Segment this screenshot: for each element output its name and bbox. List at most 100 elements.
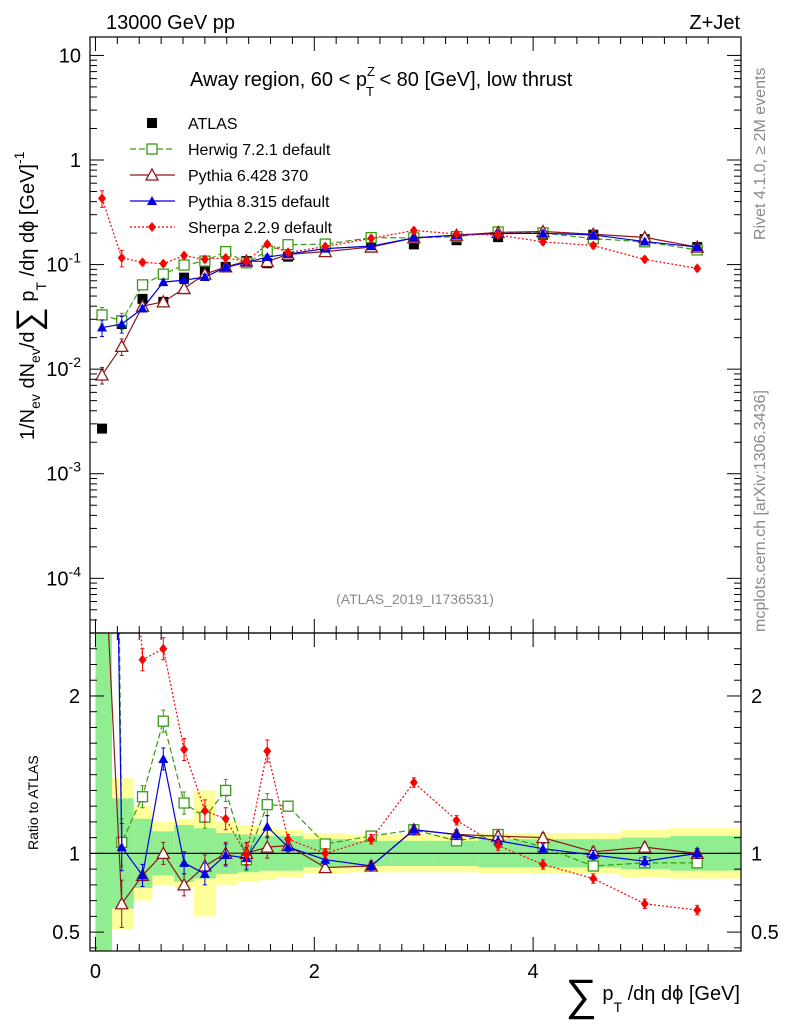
data-point: [693, 263, 702, 274]
ratio-point: [409, 777, 418, 788]
ratio-point: [263, 746, 272, 757]
legend-marker: [147, 118, 157, 128]
ratio-point: [114, 896, 129, 910]
data-point: [180, 250, 189, 261]
data-point: [408, 239, 419, 250]
data-point: [178, 259, 190, 271]
ratio-point: [637, 839, 652, 853]
data-point: [199, 272, 210, 282]
analysis-id: (ATLAS_2019_I1736531): [336, 591, 494, 607]
ratio-point: [221, 813, 230, 824]
data-point: [97, 322, 108, 332]
ratio-point: [691, 857, 703, 869]
ratio-point: [262, 821, 273, 831]
ratio-y-tick-label: 0.5: [52, 922, 80, 944]
ratio-point: [321, 848, 330, 859]
y-tick-label: 10-4: [46, 563, 81, 590]
ratio-point: [693, 905, 702, 916]
data-point: [176, 281, 192, 295]
ratio-point: [157, 715, 169, 727]
y-axis-label: 1/Nev dNev/d∑ pT /dη dϕ [GeV]-1: [10, 151, 49, 440]
data-point: [96, 309, 108, 321]
data-point: [137, 303, 148, 313]
data-point: [538, 236, 547, 247]
data-point: [242, 256, 251, 267]
legend-label: Pythia 6.428 370: [188, 168, 308, 185]
ratio-y-tick-label: 1: [69, 843, 80, 865]
ratio-point: [136, 791, 149, 803]
data-point: [179, 275, 190, 285]
ratio-point: [589, 873, 598, 884]
chart-title: Away region, 60 < pZ T < 80 [GeV], low th…: [190, 64, 573, 99]
data-point: [262, 252, 273, 262]
y-tick-label: 10-3: [46, 459, 81, 486]
ratio-y-tick-label: 2: [69, 686, 80, 708]
ratio-point: [199, 868, 210, 878]
header-left: 13000 GeV pp: [106, 12, 235, 34]
data-point: [284, 247, 293, 258]
x-tick-label: 4: [528, 961, 539, 983]
data-point: [97, 423, 108, 434]
series-line-2: [101, 230, 698, 376]
data-point: [136, 279, 149, 291]
ratio-point: [178, 797, 190, 809]
data-point: [588, 229, 599, 239]
data-point: [408, 232, 419, 242]
series-line-3: [101, 232, 698, 329]
ratio-point: [260, 839, 275, 853]
ratio-point: [138, 654, 147, 665]
data-point: [640, 254, 649, 265]
ratio-point: [538, 859, 547, 870]
data-point: [158, 277, 169, 287]
x-axis-label: ∑ pT /dη dϕ [GeV]: [565, 971, 740, 1020]
data-point: [220, 262, 231, 272]
ratio-line-4: [140, 633, 698, 911]
data-point: [409, 225, 418, 236]
mcplots-credit: mcplots.cern.ch [arXiv:1306.3436]: [752, 390, 769, 632]
data-point: [117, 252, 126, 263]
ratio-point: [200, 805, 209, 816]
ratio-panel: [89, 632, 742, 952]
ratio-point: [588, 849, 599, 859]
y-tick-label: 1: [70, 150, 81, 172]
ratio-frame: [89, 632, 742, 952]
legend-label: Sherpa 2.2.9 default: [188, 220, 333, 237]
data-point: [452, 229, 461, 240]
ratio-point: [366, 860, 377, 870]
ratio-point: [179, 857, 190, 867]
data-point: [367, 233, 376, 244]
data-point: [221, 252, 230, 263]
legend-marker: [146, 143, 158, 155]
ratio-point: [220, 849, 231, 859]
series-line-1: [101, 231, 698, 322]
ratio-point: [318, 860, 333, 874]
x-tick-label: 0: [90, 961, 101, 983]
ratio-point: [156, 846, 171, 860]
data-point: [692, 242, 703, 252]
data-point: [98, 193, 107, 204]
ratio-point: [452, 815, 461, 826]
ratio-point: [535, 830, 551, 844]
data-point: [94, 367, 110, 381]
ratio-point: [158, 753, 169, 763]
ratio-point: [284, 834, 293, 845]
data-point: [494, 229, 503, 240]
ratio-point: [537, 843, 548, 853]
header-right: Z+Jet: [689, 12, 740, 34]
legend: ATLAS Herwig 7.2.1 default Pythia 6.428 37…: [130, 116, 333, 237]
ratio-y-tick-label-right: 1: [751, 843, 762, 865]
ratio-point: [261, 798, 273, 811]
ratio-point: [282, 800, 294, 812]
data-point: [589, 240, 598, 251]
ratio-point: [220, 784, 232, 797]
data-point: [321, 241, 330, 252]
data-point: [116, 319, 127, 329]
data-point: [639, 236, 650, 246]
legend-marker: [144, 167, 160, 181]
data-point: [114, 339, 129, 353]
x-tick-label: 2: [309, 961, 320, 983]
legend-label: Herwig 7.2.1 default: [188, 142, 331, 159]
ratio-point: [587, 860, 599, 872]
y-tick-label: 10-2: [46, 354, 81, 381]
